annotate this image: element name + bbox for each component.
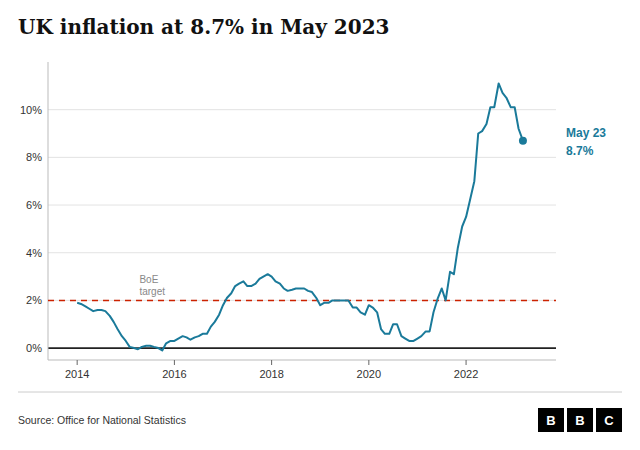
y-tick-label: 0%: [26, 342, 42, 354]
grid-line: [48, 205, 556, 206]
logo-letter: B: [575, 413, 584, 428]
grid-line: [48, 252, 556, 253]
y-axis-line: [48, 62, 49, 360]
x-tick: [174, 360, 175, 365]
x-tick-label: 2020: [357, 368, 381, 380]
plot-area: [48, 83, 556, 350]
last-point: [519, 137, 527, 145]
x-tick-label: 2018: [259, 368, 283, 380]
footer-rule: [18, 392, 622, 393]
y-tick-label: 2%: [26, 294, 42, 306]
x-tick: [368, 360, 369, 365]
x-axis-line: [48, 360, 556, 361]
target-line: [48, 300, 556, 302]
annotation-date: May 23: [566, 126, 606, 140]
y-tick-label: 6%: [26, 199, 42, 211]
grid-line: [48, 300, 556, 301]
target-label-line: target: [139, 286, 165, 297]
source: Source: Office for National Statistics: [18, 414, 186, 426]
target-label: BoEtarget: [139, 274, 165, 297]
logo-letter: C: [604, 413, 614, 428]
x-tick-label: 2014: [65, 368, 89, 380]
logo-box: [567, 408, 593, 432]
grid: [48, 110, 556, 348]
target-label-line: BoE: [139, 274, 158, 285]
x-tick-label: 2016: [162, 368, 186, 380]
logo-box: [596, 408, 622, 432]
chart: UK inflation at 8.7% in May 2023 0% 2% 4% 6%…: [0, 0, 640, 450]
y-tick-label: 10%: [20, 104, 42, 116]
logo-letter: B: [546, 413, 555, 428]
annotation-value: 8.7%: [566, 144, 594, 158]
zero-line: [48, 347, 556, 349]
title: UK inflation at 8.7% in May 2023: [18, 15, 389, 39]
grid-line: [48, 109, 556, 110]
x-tick: [77, 360, 78, 365]
grid-line: [48, 157, 556, 158]
x-tick: [466, 360, 467, 365]
logo-box: [538, 408, 564, 432]
y-tick-label: 4%: [26, 247, 42, 259]
inflation-line: [77, 83, 523, 350]
x-tick: [271, 360, 272, 365]
x-tick-label: 2022: [454, 368, 478, 380]
y-tick-label: 8%: [26, 151, 42, 163]
